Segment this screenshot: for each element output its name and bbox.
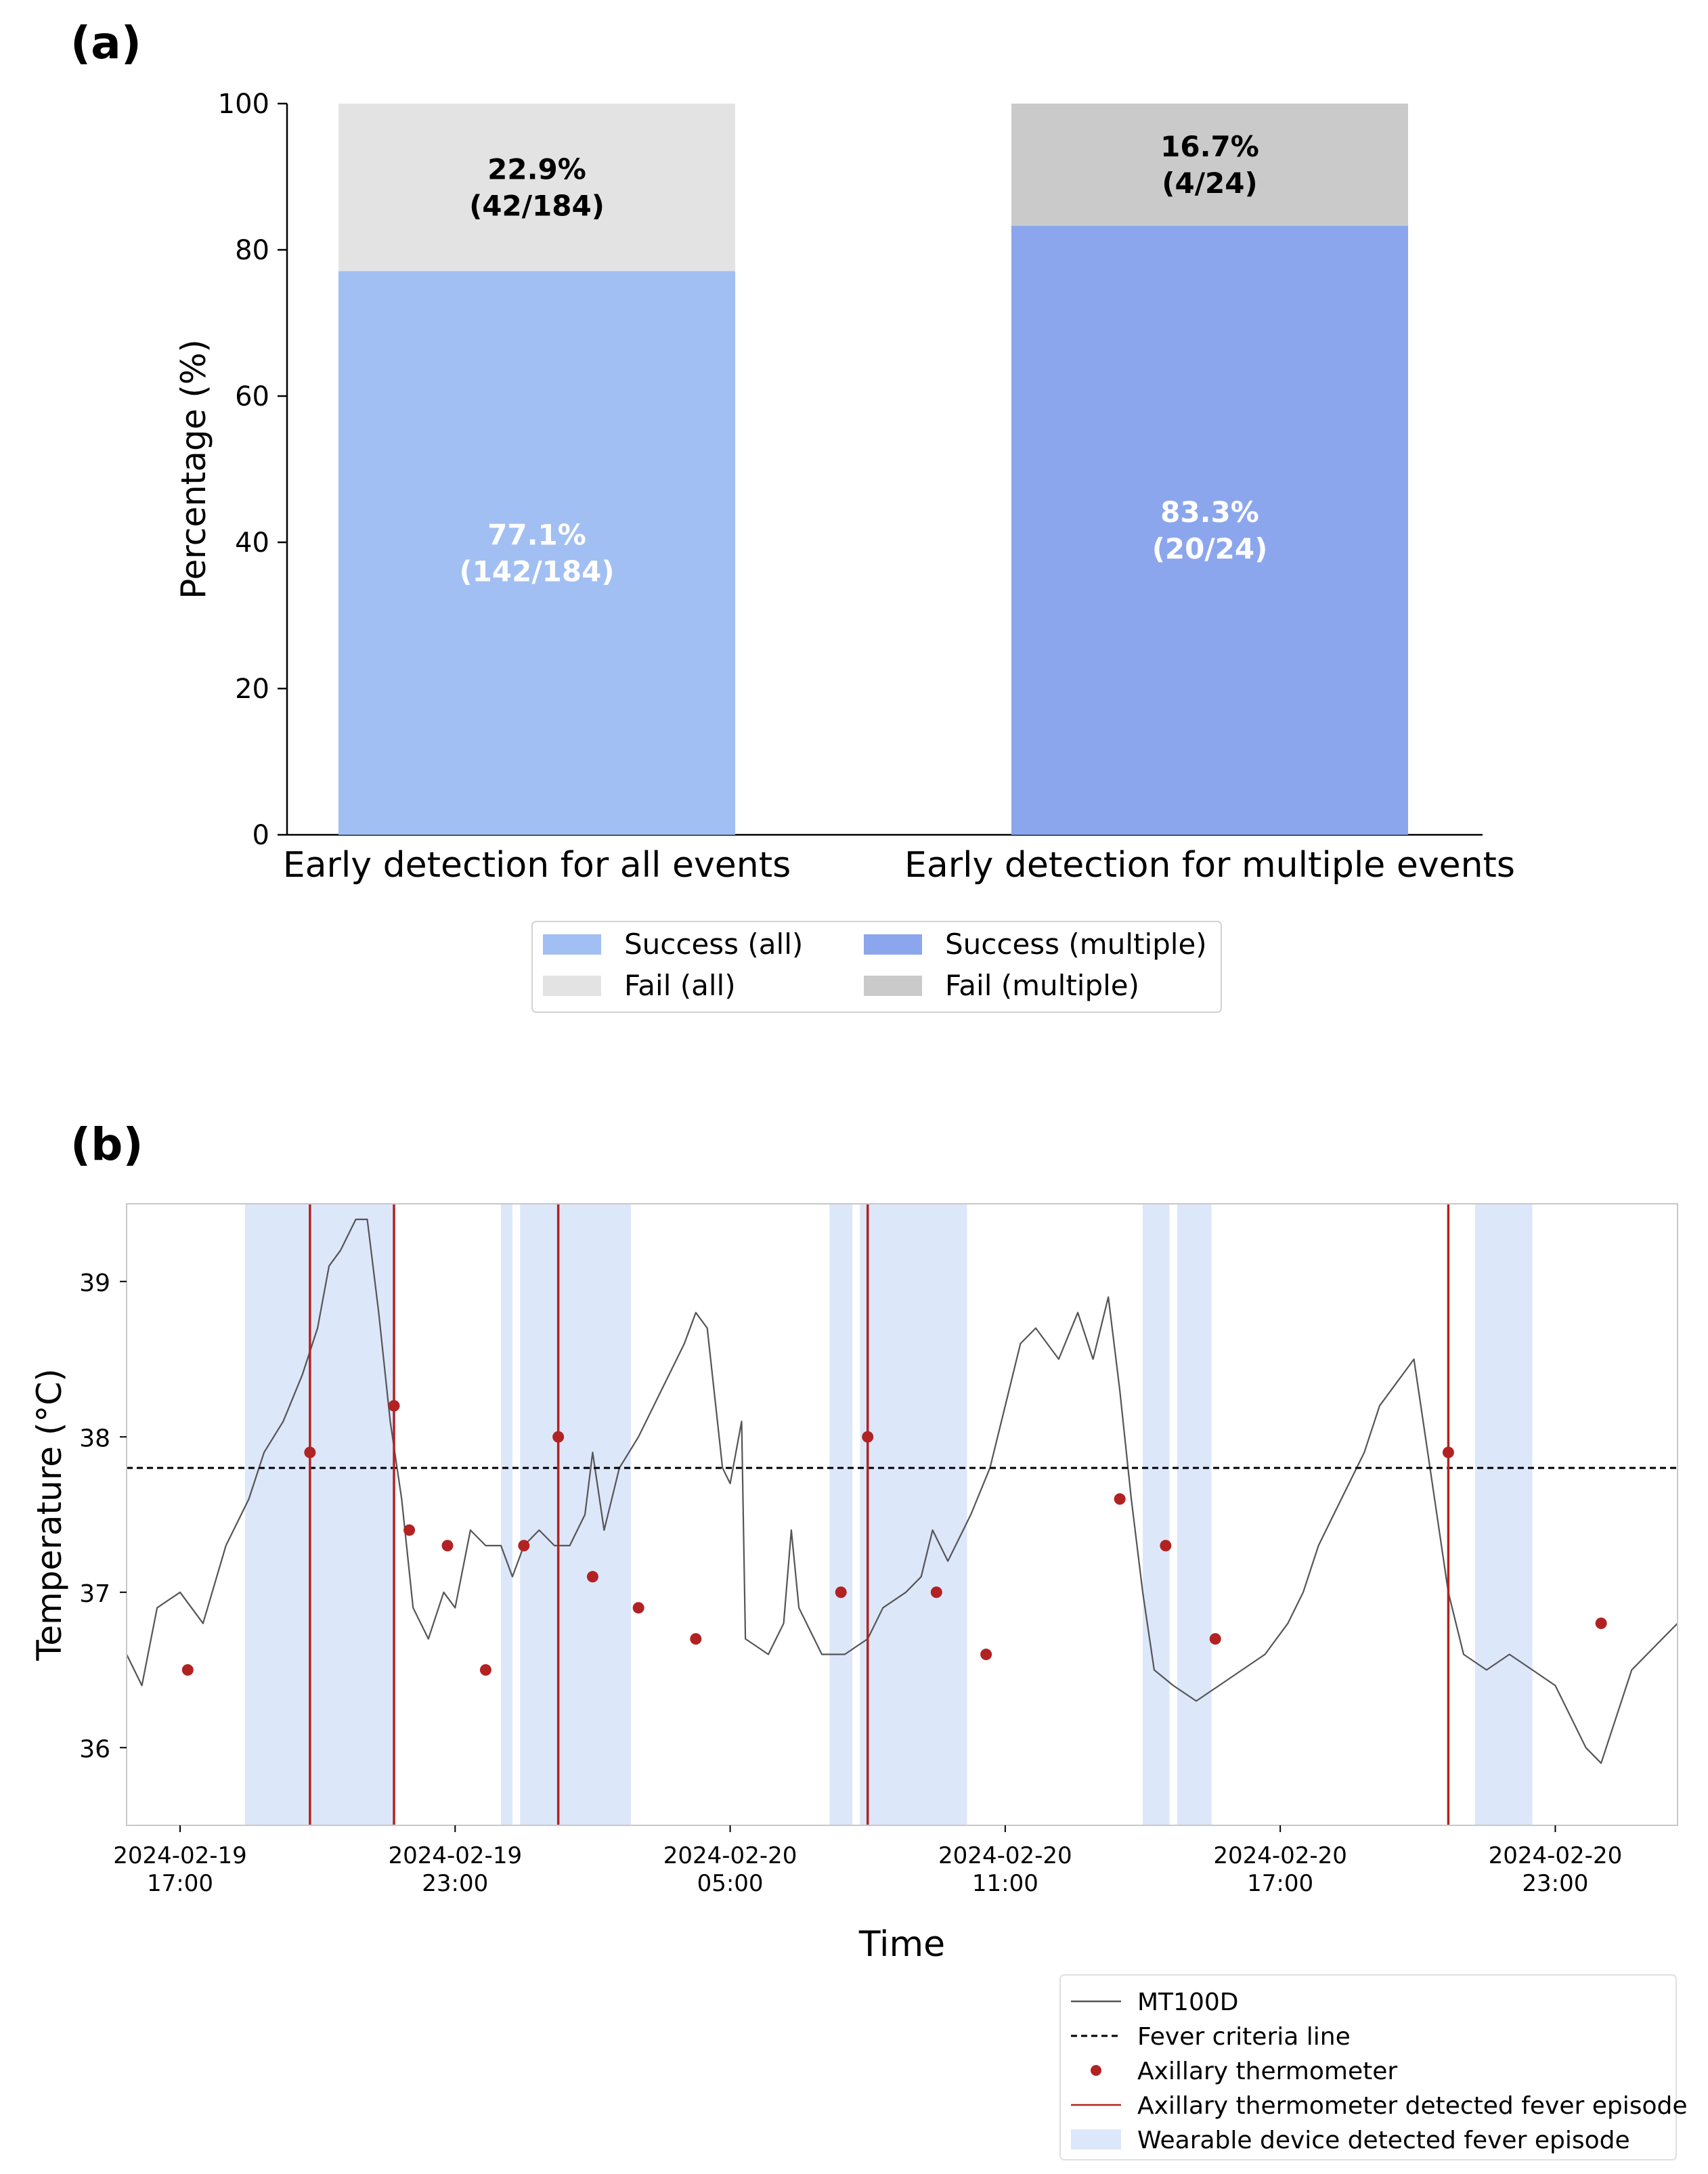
axillary-point [835, 1586, 847, 1599]
axillary-point [388, 1399, 400, 1412]
x-tick-time: 11:00 [972, 1870, 1038, 1897]
axillary-point [1595, 1617, 1607, 1630]
bar-success-count-label: (20/24) [1152, 532, 1268, 565]
y-tick-label: 0 [253, 820, 269, 851]
bar-success [1011, 225, 1408, 835]
chart-a: 0 20 40 60 80 100 Percentage (%) 77.1%(142/184)… [174, 89, 1515, 1013]
bar-success-pct-label: 77.1% [487, 519, 586, 552]
legend-dot-swatch [1091, 2065, 1101, 2076]
legend-box [531, 921, 1222, 1013]
axillary-point [518, 1540, 530, 1552]
bar-fail-count-label: (42/184) [469, 190, 605, 223]
x-axis-title: Time [858, 1924, 945, 1965]
axillary-point [862, 1431, 874, 1443]
x-tick-time: 23:00 [1522, 1870, 1588, 1897]
wearable-fever-span [1177, 1204, 1212, 1825]
y-axis-title: Percentage (%) [174, 339, 213, 599]
legend-label: Success (all) [624, 928, 803, 961]
axillary-point [980, 1649, 992, 1661]
x-tick-date: 2024-02-19 [388, 1842, 522, 1869]
bar-fail [1011, 104, 1408, 226]
panel-a-label: (a) [70, 17, 141, 69]
legend-box [1059, 1974, 1677, 2160]
panel-b-label: (b) [70, 1118, 144, 1171]
bar-success-pct-label: 83.3% [1160, 496, 1259, 529]
y-tick-label: 60 [235, 381, 269, 412]
axillary-point [586, 1571, 598, 1583]
axillary-point [690, 1633, 702, 1645]
axillary-point [479, 1664, 491, 1676]
wearable-fever-span [860, 1204, 967, 1825]
axillary-point [632, 1602, 644, 1614]
legend-swatch [543, 976, 601, 996]
axillary-point [403, 1524, 416, 1536]
axillary-point [181, 1664, 194, 1676]
wearable-fever-span [520, 1204, 631, 1825]
wearable-fever-span [829, 1204, 853, 1825]
axillary-point [552, 1431, 565, 1443]
bar-fail [338, 104, 735, 271]
y-tick-label: 80 [235, 235, 269, 266]
y-tick-label: 37 [79, 1580, 110, 1608]
bar-success-count-label: (142/184) [459, 555, 614, 588]
wearable-fever-span [1474, 1204, 1533, 1825]
axillary-point [1209, 1633, 1221, 1645]
y-tick-label: 36 [79, 1735, 110, 1763]
legend-label: Fail (all) [624, 969, 736, 1002]
x-category-label: Early detection for multiple events [904, 845, 1515, 886]
axillary-point [441, 1540, 454, 1552]
legend-swatch [864, 976, 922, 996]
x-tick-date: 2024-02-20 [1213, 1842, 1347, 1869]
legend-swatch [864, 934, 922, 955]
legend-patch-swatch [1071, 2129, 1121, 2150]
x-tick-date: 2024-02-20 [663, 1842, 797, 1869]
x-category-label: Early detection for all events [283, 845, 791, 886]
x-tick-time: 23:00 [422, 1870, 488, 1897]
legend-label: Axillary thermometer detected fever epis… [1137, 2092, 1688, 2120]
legend-label: Wearable device detected fever episode [1137, 2127, 1630, 2154]
axillary-point [304, 1446, 316, 1458]
axillary-point [1160, 1540, 1172, 1552]
legend-swatch [543, 934, 601, 955]
legend-label: Fail (multiple) [945, 969, 1139, 1002]
bar-fail-pct-label: 22.9% [487, 153, 586, 186]
axillary-point [930, 1586, 942, 1599]
x-tick-date: 2024-02-20 [938, 1842, 1072, 1869]
wearable-fever-span [501, 1204, 512, 1825]
wearable-fever-span [244, 1204, 394, 1825]
bar-fail-pct-label: 16.7% [1160, 130, 1259, 163]
y-tick-label: 20 [235, 674, 269, 705]
x-tick-time: 05:00 [697, 1870, 764, 1897]
axillary-point [1114, 1493, 1126, 1505]
plot-frame [126, 1203, 1678, 1826]
bar-success [338, 271, 735, 835]
legend-label: Axillary thermometer [1137, 2058, 1397, 2085]
legend-label: MT100D [1137, 1988, 1238, 2016]
y-axis-title: Temperature (°C) [30, 1368, 69, 1661]
x-tick-time: 17:00 [147, 1870, 213, 1897]
y-tick-label: 39 [79, 1269, 110, 1297]
y-tick-label: 40 [235, 527, 269, 559]
legend-label: Success (multiple) [945, 928, 1207, 961]
legend-label: Fever criteria line [1137, 2023, 1351, 2051]
wearable-fever-span [1143, 1204, 1170, 1825]
y-tick-label: 100 [218, 89, 269, 120]
axillary-point [1442, 1446, 1454, 1458]
x-tick-time: 17:00 [1247, 1870, 1313, 1897]
bar-fail-count-label: (4/24) [1162, 167, 1257, 200]
x-tick-date: 2024-02-19 [113, 1842, 247, 1869]
y-tick-label: 38 [79, 1425, 110, 1452]
x-tick-date: 2024-02-20 [1489, 1842, 1623, 1869]
series-line-mt100d [126, 1218, 1678, 1764]
